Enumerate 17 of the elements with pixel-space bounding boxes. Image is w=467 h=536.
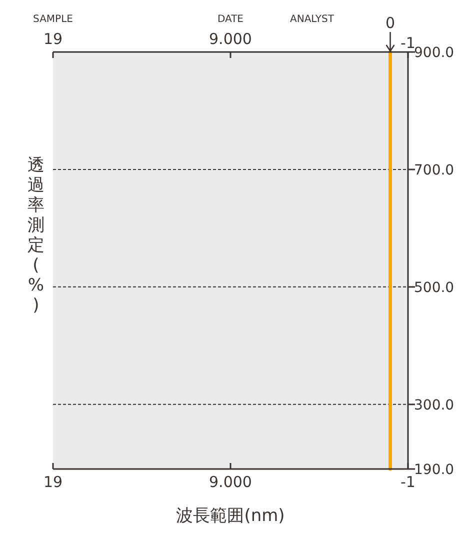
text: SAMPLE xyxy=(33,14,73,25)
y-tick-label: 190.0 xyxy=(414,462,454,478)
x2-tick-label: 19 xyxy=(43,473,63,491)
annotation: 0 xyxy=(385,14,396,32)
x-tick-label: 9.000 xyxy=(209,30,252,48)
text: DATE xyxy=(217,14,244,25)
y-tick-label: 900.0 xyxy=(414,45,454,61)
x-axis-title: 波長範囲(nm) xyxy=(176,506,285,526)
x-tick-label: -1 xyxy=(400,34,416,52)
y-tick-label: 500.0 xyxy=(414,280,454,296)
y-axis-title: 透過率測定(%) xyxy=(28,156,44,316)
y-tick-label: 300.0 xyxy=(414,397,454,414)
x2-tick-label: 9.000 xyxy=(209,473,252,491)
x2-tick-label: -1 xyxy=(400,473,416,491)
x-tick-label: 19 xyxy=(43,30,63,48)
y-tick-label: 700.0 xyxy=(414,162,454,178)
text: ANALYST xyxy=(290,14,335,25)
